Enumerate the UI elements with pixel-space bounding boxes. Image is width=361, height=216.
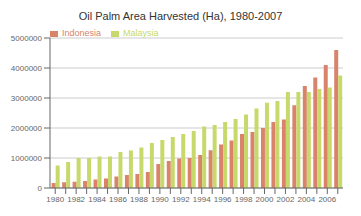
svg-text:2006: 2006 xyxy=(318,195,336,204)
svg-text:2002: 2002 xyxy=(277,195,295,204)
svg-text:1992: 1992 xyxy=(172,195,190,204)
svg-text:1998: 1998 xyxy=(235,195,253,204)
svg-text:5000000: 5000000 xyxy=(11,34,43,43)
svg-text:1988: 1988 xyxy=(130,195,148,204)
svg-text:1994: 1994 xyxy=(193,195,211,204)
svg-text:1986: 1986 xyxy=(109,195,127,204)
html-text:Indonesia: Indonesia xyxy=(62,28,101,38)
svg-text:2000000: 2000000 xyxy=(11,124,43,133)
svg-text:0: 0 xyxy=(38,184,43,193)
svg-text:1000000: 1000000 xyxy=(11,154,43,163)
svg-text:4000000: 4000000 xyxy=(11,64,43,73)
html-text:Malaysia: Malaysia xyxy=(123,28,159,38)
svg-text:1982: 1982 xyxy=(67,195,85,204)
svg-text:1984: 1984 xyxy=(88,195,106,204)
svg-text:2000: 2000 xyxy=(256,195,274,204)
svg-text:1980: 1980 xyxy=(46,195,64,204)
svg-text:1996: 1996 xyxy=(214,195,232,204)
svg-text:1990: 1990 xyxy=(151,195,169,204)
svg-text:3000000: 3000000 xyxy=(11,94,43,103)
html-text:Oil Palm Area Harvested (Ha),: Oil Palm Area Harvested (Ha), 1980-2007 xyxy=(78,10,283,22)
svg-text:2004: 2004 xyxy=(297,195,315,204)
